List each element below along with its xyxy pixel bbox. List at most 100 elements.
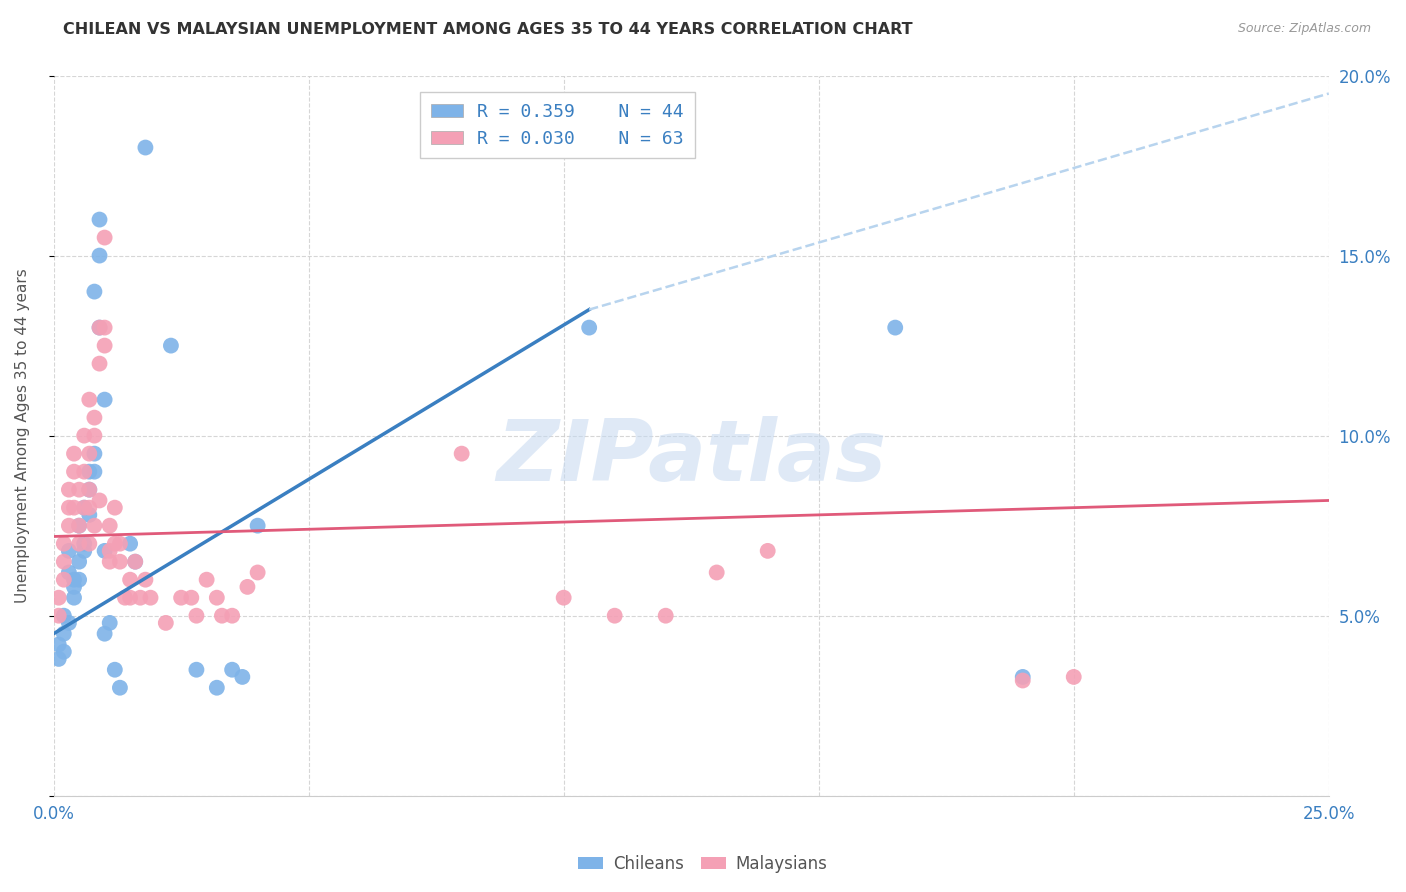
Point — [52, 626, 75, 640]
Point — [93, 544, 115, 558]
Point — [93, 626, 115, 640]
Point — [221, 663, 243, 677]
Point — [104, 663, 127, 677]
Point — [246, 566, 269, 580]
Point — [79, 483, 101, 497]
Point — [104, 537, 127, 551]
Point — [884, 320, 907, 334]
Point — [231, 670, 253, 684]
Point — [67, 518, 90, 533]
Point — [155, 615, 177, 630]
Point — [120, 591, 142, 605]
Point — [83, 428, 105, 442]
Point — [79, 508, 101, 522]
Point — [160, 338, 183, 352]
Point — [706, 566, 728, 580]
Y-axis label: Unemployment Among Ages 35 to 44 years: Unemployment Among Ages 35 to 44 years — [15, 268, 30, 603]
Point — [553, 591, 575, 605]
Point — [1011, 673, 1033, 688]
Point — [48, 591, 70, 605]
Point — [120, 537, 142, 551]
Point — [79, 537, 101, 551]
Point — [83, 285, 105, 299]
Point — [52, 555, 75, 569]
Point — [67, 518, 90, 533]
Point — [93, 320, 115, 334]
Point — [67, 537, 90, 551]
Point — [63, 447, 86, 461]
Point — [104, 500, 127, 515]
Point — [73, 500, 96, 515]
Point — [73, 537, 96, 551]
Text: Source: ZipAtlas.com: Source: ZipAtlas.com — [1237, 22, 1371, 36]
Point — [186, 608, 208, 623]
Point — [221, 608, 243, 623]
Point — [89, 212, 111, 227]
Point — [58, 566, 80, 580]
Point — [108, 537, 131, 551]
Point — [98, 518, 121, 533]
Point — [58, 518, 80, 533]
Point — [73, 465, 96, 479]
Point — [1063, 670, 1085, 684]
Point — [134, 573, 156, 587]
Point — [63, 573, 86, 587]
Point — [52, 573, 75, 587]
Point — [52, 537, 75, 551]
Point — [98, 544, 121, 558]
Point — [63, 500, 86, 515]
Point — [52, 645, 75, 659]
Point — [67, 573, 90, 587]
Point — [236, 580, 259, 594]
Point — [170, 591, 193, 605]
Point — [89, 320, 111, 334]
Point — [89, 320, 111, 334]
Point — [63, 580, 86, 594]
Point — [108, 681, 131, 695]
Point — [48, 652, 70, 666]
Point — [195, 573, 218, 587]
Point — [48, 638, 70, 652]
Point — [129, 591, 152, 605]
Point — [83, 518, 105, 533]
Legend: Chileans, Malaysians: Chileans, Malaysians — [572, 848, 834, 880]
Point — [73, 428, 96, 442]
Point — [134, 140, 156, 154]
Point — [89, 357, 111, 371]
Point — [93, 392, 115, 407]
Point — [603, 608, 626, 623]
Point — [63, 591, 86, 605]
Point — [67, 483, 90, 497]
Point — [93, 338, 115, 352]
Point — [180, 591, 202, 605]
Point — [89, 493, 111, 508]
Point — [98, 555, 121, 569]
Point — [108, 555, 131, 569]
Point — [578, 320, 600, 334]
Point — [756, 544, 779, 558]
Point — [89, 249, 111, 263]
Point — [79, 447, 101, 461]
Point — [63, 465, 86, 479]
Point — [98, 615, 121, 630]
Point — [120, 573, 142, 587]
Point — [73, 544, 96, 558]
Point — [114, 591, 136, 605]
Point — [83, 447, 105, 461]
Point — [48, 608, 70, 623]
Point — [79, 392, 101, 407]
Point — [83, 410, 105, 425]
Point — [654, 608, 676, 623]
Text: CHILEAN VS MALAYSIAN UNEMPLOYMENT AMONG AGES 35 TO 44 YEARS CORRELATION CHART: CHILEAN VS MALAYSIAN UNEMPLOYMENT AMONG … — [63, 22, 912, 37]
Point — [246, 518, 269, 533]
Point — [139, 591, 162, 605]
Point — [450, 447, 472, 461]
Point — [79, 483, 101, 497]
Point — [58, 500, 80, 515]
Point — [73, 500, 96, 515]
Point — [67, 555, 90, 569]
Point — [93, 230, 115, 244]
Point — [186, 663, 208, 677]
Point — [58, 483, 80, 497]
Point — [124, 555, 146, 569]
